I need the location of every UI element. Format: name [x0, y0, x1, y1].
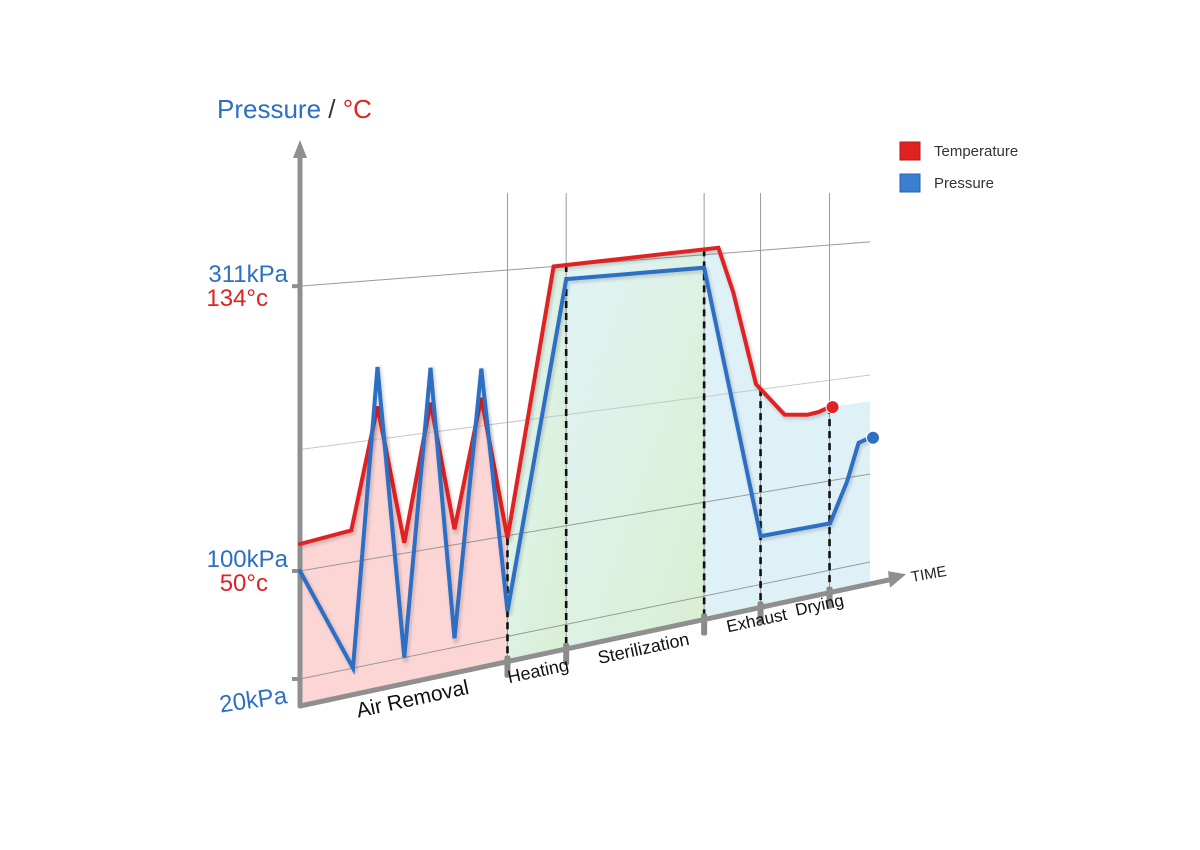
y-tick-pressure: 311kPa: [208, 261, 288, 288]
y-tick-pressure: 100kPa: [207, 546, 289, 573]
pressure-series-line: [298, 265, 872, 675]
legend: Temperature Pressure: [899, 141, 1018, 193]
legend-swatch-pressure: [899, 173, 921, 193]
phase-fill-layer: [300, 247, 870, 706]
grid-layer: [299, 193, 871, 680]
axis-layer: [292, 140, 906, 709]
legend-entry-temperature: Temperature: [899, 141, 1018, 161]
gridline-minor: [299, 374, 871, 450]
x-axis-title: TIME: [910, 563, 948, 586]
y-axis-title: Pressure / °C: [217, 94, 372, 124]
phase-fill-sterilization: [566, 249, 705, 650]
y-tick-temperature: 50°c: [220, 570, 268, 597]
legend-label-temperature: Temperature: [934, 143, 1018, 160]
legend-swatch-temperature: [899, 141, 921, 161]
pressure-series-end-marker: [866, 430, 880, 445]
legend-label-pressure: Pressure: [934, 175, 994, 192]
y-tick-label-20kPa: 20kPa: [218, 682, 290, 718]
y-axis-arrow: [293, 140, 307, 158]
x-axis-arrow: [888, 571, 906, 588]
x-axis-line: [297, 577, 893, 709]
series-layer: [298, 245, 880, 675]
temperature-series-end-marker: [825, 400, 840, 415]
gridline-20kPa: [299, 561, 871, 680]
legend-entry-pressure: Pressure: [899, 173, 994, 193]
y-tick-temperature: 134°c: [206, 285, 268, 312]
y-axis-title-separator: /: [328, 94, 342, 124]
y-axis-title-pressure: Pressure: [217, 94, 321, 124]
y-axis-title-unit: °C: [343, 94, 372, 124]
y-tick-pressure: 20kPa: [218, 682, 290, 718]
phase-fill-drying: [760, 389, 870, 608]
